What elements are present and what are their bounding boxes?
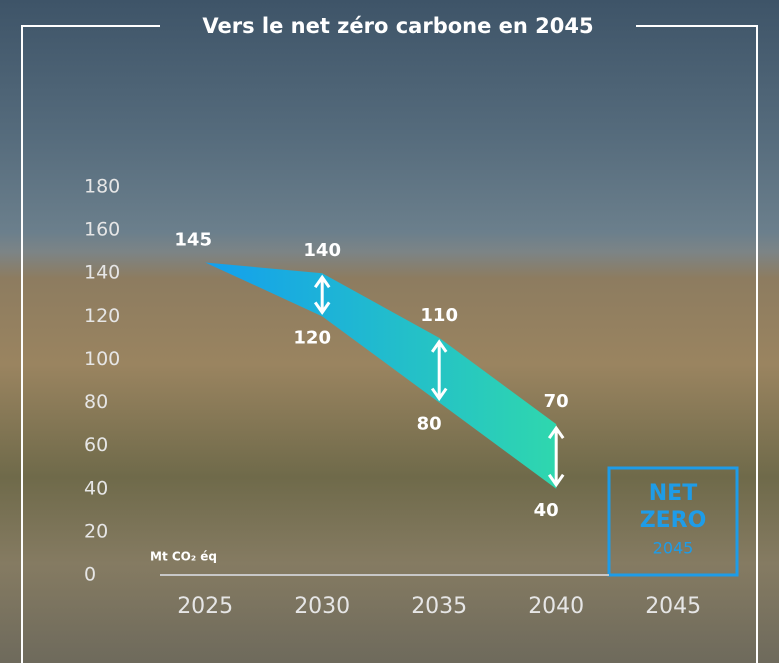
y-tick-label: 120 <box>84 305 120 327</box>
y-tick-label: 140 <box>84 262 120 284</box>
badge-text: ZERO <box>640 508 707 533</box>
y-axis-label: Mt CO₂ éq <box>150 550 217 564</box>
value-label: 140 <box>303 240 341 261</box>
x-tick-label: 2035 <box>411 594 467 619</box>
value-label: 40 <box>534 500 559 521</box>
value-label: 80 <box>417 414 442 435</box>
y-tick-label: 60 <box>84 434 108 456</box>
band-area <box>205 262 556 488</box>
chart-title: Vers le net zéro carbone en 2045 <box>202 14 593 38</box>
value-label: 70 <box>544 391 569 412</box>
y-tick-label: 180 <box>84 176 120 198</box>
y-tick-label: 40 <box>84 477 108 499</box>
x-tick-label: 2045 <box>645 594 701 619</box>
x-tick-label: 2025 <box>177 594 233 619</box>
value-label: 120 <box>293 327 331 348</box>
x-tick-label: 2030 <box>294 594 350 619</box>
chart: Vers le net zéro carbone en 2045 Mt CO₂ … <box>0 0 779 663</box>
value-label: 110 <box>420 305 458 326</box>
y-tick-label: 80 <box>84 391 108 413</box>
y-tick-label: 160 <box>84 219 120 241</box>
y-tick-label: 0 <box>84 564 96 586</box>
y-tick-label: 100 <box>84 348 120 370</box>
x-tick-label: 2040 <box>528 594 584 619</box>
value-label: 145 <box>174 229 212 250</box>
y-tick-label: 20 <box>84 520 108 542</box>
badge-text: NET <box>649 481 697 506</box>
badge-text: 2045 <box>653 539 694 558</box>
